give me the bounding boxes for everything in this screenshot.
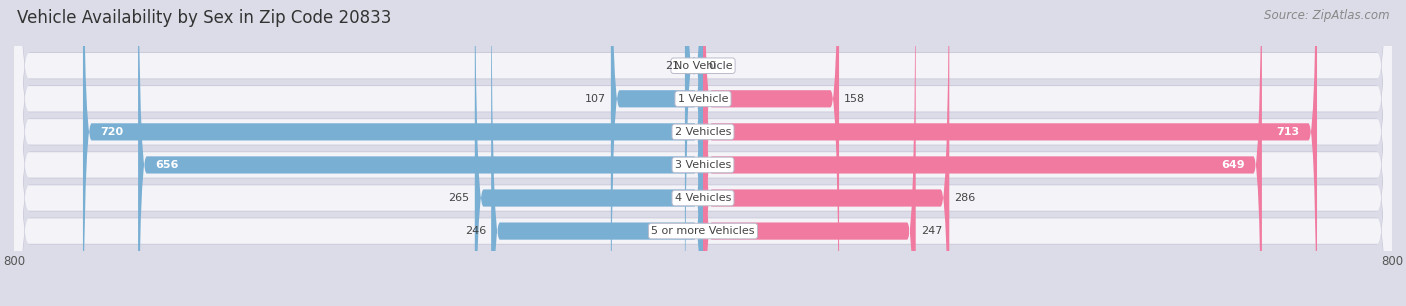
FancyBboxPatch shape [138,0,703,306]
FancyBboxPatch shape [685,0,703,306]
Text: 107: 107 [585,94,606,104]
Text: 649: 649 [1220,160,1244,170]
FancyBboxPatch shape [14,0,1392,306]
FancyBboxPatch shape [14,0,1392,306]
Text: 1 Vehicle: 1 Vehicle [678,94,728,104]
Text: 286: 286 [955,193,976,203]
FancyBboxPatch shape [14,0,1392,306]
FancyBboxPatch shape [475,0,703,306]
FancyBboxPatch shape [14,0,1392,306]
FancyBboxPatch shape [703,0,839,306]
Text: 2 Vehicles: 2 Vehicles [675,127,731,137]
Text: 0: 0 [709,61,716,71]
Text: 5 or more Vehicles: 5 or more Vehicles [651,226,755,236]
FancyBboxPatch shape [703,0,1317,306]
FancyBboxPatch shape [14,0,1392,306]
Text: 246: 246 [465,226,486,236]
Text: 4 Vehicles: 4 Vehicles [675,193,731,203]
Text: 21: 21 [665,61,679,71]
FancyBboxPatch shape [610,0,703,306]
FancyBboxPatch shape [14,0,1392,306]
FancyBboxPatch shape [14,0,1392,306]
FancyBboxPatch shape [491,0,703,306]
FancyBboxPatch shape [14,0,1392,306]
Text: 158: 158 [844,94,865,104]
Text: 265: 265 [449,193,470,203]
Text: 713: 713 [1277,127,1299,137]
FancyBboxPatch shape [14,0,1392,306]
FancyBboxPatch shape [14,0,1392,306]
FancyBboxPatch shape [14,0,1392,306]
Text: Vehicle Availability by Sex in Zip Code 20833: Vehicle Availability by Sex in Zip Code … [17,9,391,27]
Text: 720: 720 [100,127,124,137]
FancyBboxPatch shape [703,0,915,306]
Text: No Vehicle: No Vehicle [673,61,733,71]
Text: 3 Vehicles: 3 Vehicles [675,160,731,170]
Text: 656: 656 [155,160,179,170]
Text: 247: 247 [921,226,942,236]
FancyBboxPatch shape [703,0,1263,306]
FancyBboxPatch shape [14,0,1392,306]
Text: Source: ZipAtlas.com: Source: ZipAtlas.com [1264,9,1389,22]
FancyBboxPatch shape [703,0,949,306]
FancyBboxPatch shape [83,0,703,306]
